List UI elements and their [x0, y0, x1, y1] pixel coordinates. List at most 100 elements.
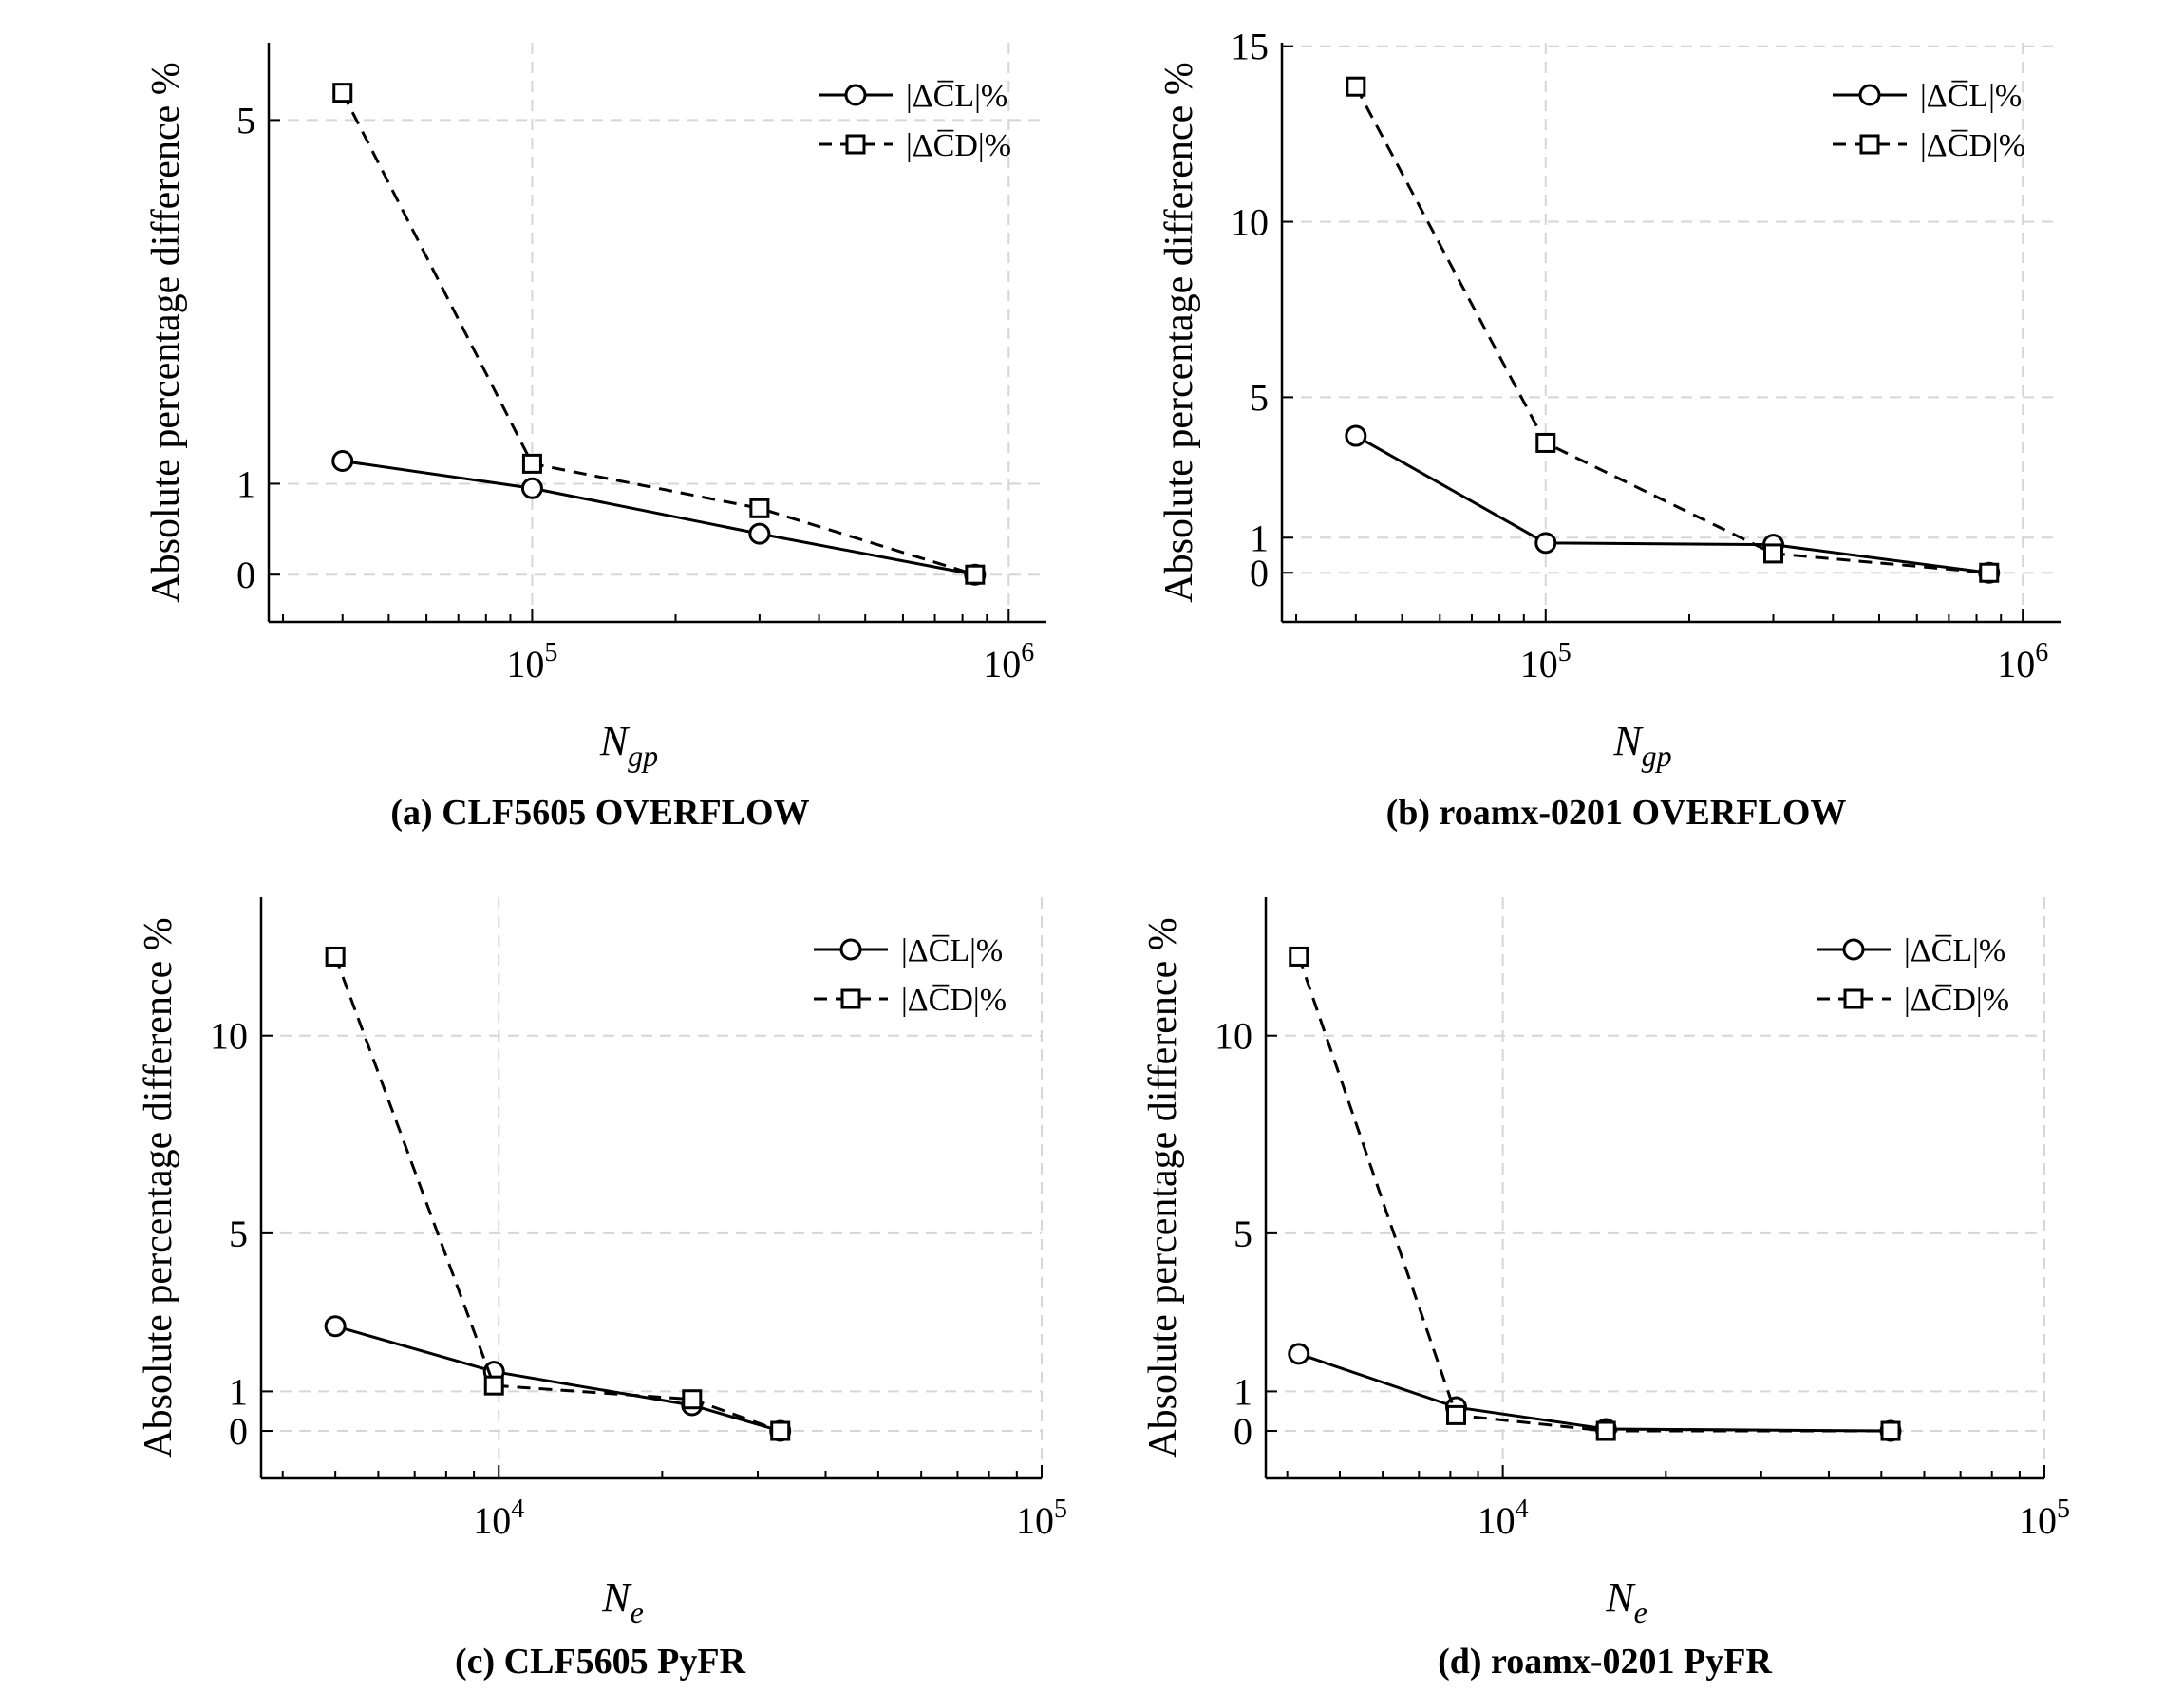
x-axis-label-sub: e — [1634, 1595, 1647, 1629]
x-tick-base: 10 — [1016, 1499, 1054, 1542]
y-tick-label: 1 — [1250, 517, 1269, 559]
series-line-cl — [334, 1325, 781, 1433]
x-tick-base: 10 — [1997, 643, 2035, 686]
x-tick-label: 104 — [473, 1495, 524, 1542]
y-axis-label: Absolute percentage difference % — [1141, 917, 1185, 1457]
legend-marker — [839, 938, 862, 961]
data-point-cd — [332, 83, 353, 103]
legend-label: |ΔC̅D|% — [1920, 128, 2025, 163]
x-tick-exponent: 5 — [1558, 638, 1572, 667]
x-tick-exponent: 4 — [1516, 1495, 1529, 1524]
legend: |ΔC̅L|% |ΔC̅D|% — [1833, 79, 2025, 163]
x-tick-base: 10 — [1520, 643, 1558, 686]
y-tick-label: 10 — [1231, 201, 1269, 244]
data-point-cd — [1979, 562, 2000, 583]
x-tick-exponent: 5 — [2057, 1495, 2070, 1524]
x-axis-label-sub: gp — [628, 739, 658, 773]
grid — [269, 43, 1046, 622]
grid — [1282, 43, 2061, 622]
data-point-cd — [325, 946, 346, 967]
y-tick-label: 0 — [236, 554, 255, 596]
series-line-cl — [1298, 1352, 1892, 1433]
series-cd — [1289, 946, 1901, 1441]
x-axis-label-main: N — [599, 718, 631, 764]
x-tick-label: 105 — [506, 638, 557, 686]
x-tick-exponent: 4 — [511, 1495, 524, 1524]
legend-marker — [1858, 84, 1881, 106]
series-line-cd — [1354, 85, 1989, 574]
data-point-cl — [324, 1315, 347, 1338]
series-line-cl — [1355, 434, 1989, 574]
x-axis-label: Ngp — [1612, 718, 1671, 773]
legend-label: |ΔC̅L|% — [901, 933, 1003, 968]
x-tick-base: 10 — [983, 643, 1021, 686]
panel-caption: (d) roamx-0201 PyFR — [1438, 1642, 1772, 1682]
data-point-cd — [1535, 432, 1556, 453]
legend-marker — [1842, 938, 1865, 961]
x-tick-exponent: 6 — [2035, 638, 2048, 667]
legend-label: |ΔC̅D|% — [906, 128, 1011, 163]
data-point-cl — [1288, 1343, 1310, 1365]
series-line-cd — [333, 955, 781, 1433]
x-tick-exponent: 6 — [1021, 638, 1034, 667]
legend-label: |ΔC̅L|% — [906, 79, 1007, 114]
x-tick-label: 105 — [2019, 1495, 2070, 1542]
data-point-cd — [965, 564, 986, 585]
y-tick-label: 5 — [1233, 1213, 1252, 1255]
y-axis-label: Absolute percentage difference % — [1158, 62, 1201, 602]
x-tick-label: 105 — [1016, 1495, 1067, 1542]
x-tick-exponent: 5 — [1054, 1495, 1067, 1524]
series-cl — [324, 1315, 792, 1442]
legend-marker — [1843, 988, 1864, 1009]
x-tick-label: 106 — [1997, 638, 2048, 686]
panel-caption: (b) roamx-0201 OVERFLOW — [1386, 793, 1847, 833]
series-cd — [332, 83, 986, 585]
series-cd — [325, 946, 791, 1441]
legend-marker — [845, 134, 866, 155]
y-tick-label: 5 — [236, 99, 255, 141]
series-cl — [1345, 424, 2001, 584]
legend-label: |ΔC̅D|% — [901, 983, 1007, 1018]
legend: |ΔC̅L|% |ΔC̅D|% — [1817, 933, 2009, 1018]
legend-marker — [1859, 134, 1880, 155]
y-tick-label: 10 — [1214, 1015, 1252, 1058]
data-point-cd — [1762, 543, 1783, 564]
y-axis-label: Absolute percentage difference % — [137, 917, 180, 1457]
x-axis-label: Ne — [601, 1574, 644, 1629]
data-point-cd — [682, 1389, 703, 1410]
x-axis-label: Ngp — [599, 718, 658, 773]
series-line-cd — [1297, 955, 1892, 1433]
data-point-cl — [520, 477, 543, 499]
x-axis-label-main: N — [1605, 1574, 1636, 1621]
data-point-cd — [1445, 1404, 1466, 1425]
y-axis-label: Absolute percentage difference % — [144, 62, 188, 602]
legend-label: |ΔC̅L|% — [1904, 933, 2005, 968]
series-line-cd — [341, 91, 976, 576]
legend: |ΔC̅L|% |ΔC̅D|% — [819, 79, 1011, 163]
data-point-cd — [1880, 1420, 1901, 1441]
y-tick-label: 10 — [210, 1015, 248, 1058]
data-point-cd — [1595, 1420, 1616, 1441]
series-cd — [1346, 76, 2000, 583]
data-point-cl — [331, 450, 354, 473]
x-tick-exponent: 5 — [544, 638, 557, 667]
x-axis-label-main: N — [1612, 718, 1644, 764]
legend-marker — [840, 988, 861, 1009]
x-tick-label: 104 — [1478, 1495, 1529, 1542]
legend: |ΔC̅L|% |ΔC̅D|% — [814, 933, 1007, 1018]
x-axis-label-sub: e — [631, 1595, 644, 1629]
series-cl — [1288, 1343, 1902, 1442]
x-axis-label-main: N — [601, 1574, 632, 1621]
data-point-cd — [749, 498, 770, 518]
data-point-cl — [1534, 532, 1557, 555]
y-tick-label: 5 — [229, 1213, 248, 1255]
x-axis-label-sub: gp — [1642, 739, 1672, 773]
legend-label: |ΔC̅L|% — [1920, 79, 2022, 114]
data-point-cd — [770, 1420, 791, 1441]
series-cl — [331, 450, 987, 586]
